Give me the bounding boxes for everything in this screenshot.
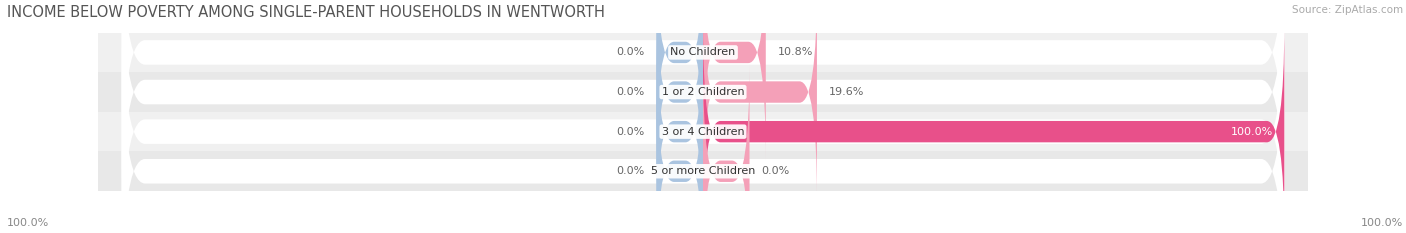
FancyBboxPatch shape <box>657 24 703 233</box>
Text: 0.0%: 0.0% <box>617 127 645 137</box>
FancyBboxPatch shape <box>122 0 1284 233</box>
Text: Source: ZipAtlas.com: Source: ZipAtlas.com <box>1292 5 1403 15</box>
Text: No Children: No Children <box>671 48 735 57</box>
Text: 100.0%: 100.0% <box>1361 218 1403 228</box>
Text: 5 or more Children: 5 or more Children <box>651 166 755 176</box>
Text: 0.0%: 0.0% <box>761 166 789 176</box>
FancyBboxPatch shape <box>98 151 1308 191</box>
FancyBboxPatch shape <box>122 0 1284 199</box>
Text: 100.0%: 100.0% <box>1230 127 1272 137</box>
FancyBboxPatch shape <box>703 0 817 200</box>
Text: 0.0%: 0.0% <box>617 87 645 97</box>
FancyBboxPatch shape <box>98 33 1308 72</box>
FancyBboxPatch shape <box>657 0 703 161</box>
FancyBboxPatch shape <box>703 0 766 161</box>
FancyBboxPatch shape <box>98 72 1308 112</box>
FancyBboxPatch shape <box>98 112 1308 151</box>
FancyBboxPatch shape <box>122 0 1284 233</box>
Text: 0.0%: 0.0% <box>617 48 645 57</box>
Text: 0.0%: 0.0% <box>617 166 645 176</box>
Text: 19.6%: 19.6% <box>828 87 863 97</box>
FancyBboxPatch shape <box>703 24 1284 233</box>
FancyBboxPatch shape <box>657 63 703 233</box>
Text: INCOME BELOW POVERTY AMONG SINGLE-PARENT HOUSEHOLDS IN WENTWORTH: INCOME BELOW POVERTY AMONG SINGLE-PARENT… <box>7 5 605 20</box>
FancyBboxPatch shape <box>657 0 703 200</box>
Text: 100.0%: 100.0% <box>7 218 49 228</box>
FancyBboxPatch shape <box>122 25 1284 233</box>
Text: 10.8%: 10.8% <box>778 48 813 57</box>
FancyBboxPatch shape <box>703 63 749 233</box>
Text: 1 or 2 Children: 1 or 2 Children <box>662 87 744 97</box>
Text: 3 or 4 Children: 3 or 4 Children <box>662 127 744 137</box>
